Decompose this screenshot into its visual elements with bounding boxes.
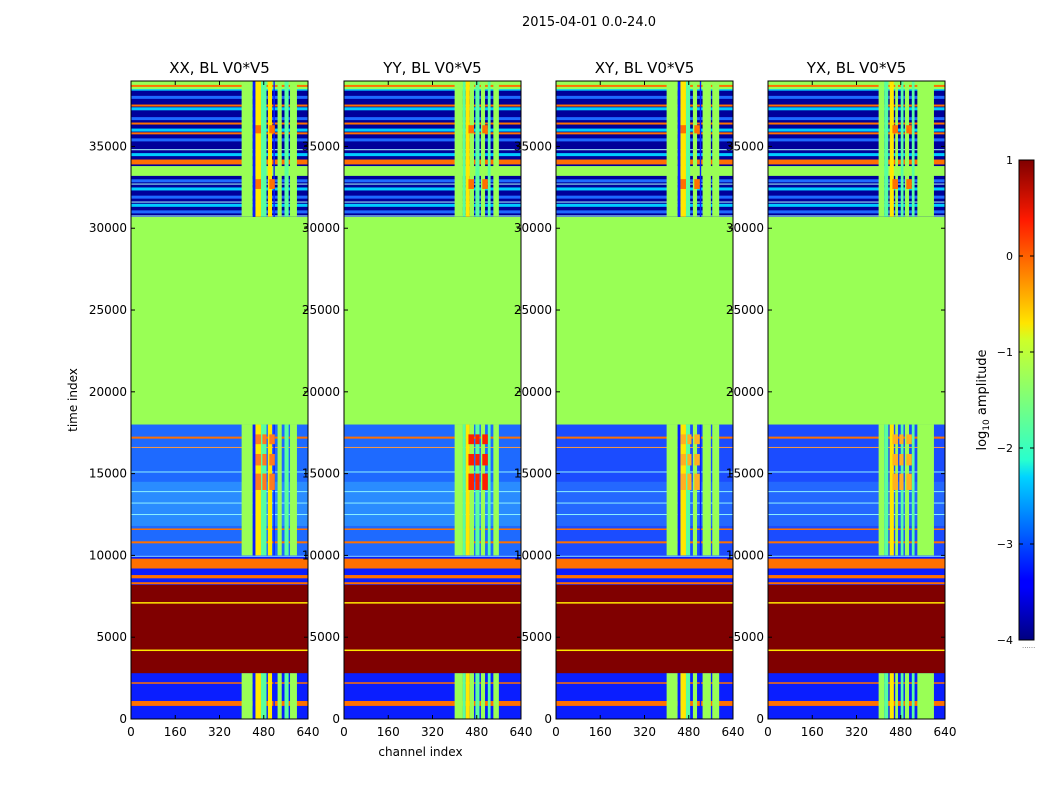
panel-title: XX, BL V0*V5 <box>169 59 270 77</box>
x-tick-label: 160 <box>377 725 400 739</box>
y-tick-label: 30000 <box>726 221 764 235</box>
x-tick-label: 480 <box>677 725 700 739</box>
y-tick-label: 0 <box>756 712 764 726</box>
panel-title: XY, BL V0*V5 <box>595 59 695 77</box>
x-tick-label: 480 <box>465 725 488 739</box>
x-tick-label: 0 <box>764 725 772 739</box>
heatmap-image <box>556 81 733 719</box>
colorbar-extra-mark: ...... <box>1022 642 1035 650</box>
x-tick-label: 480 <box>252 725 275 739</box>
y-tick-label: 35000 <box>89 139 127 153</box>
x-tick-label: 640 <box>297 725 320 739</box>
x-tick-label: 160 <box>164 725 187 739</box>
heatmap-image <box>344 81 521 719</box>
heatmap-image <box>131 81 308 719</box>
x-tick-label: 320 <box>633 725 656 739</box>
panel-title: YX, BL V0*V5 <box>806 59 907 77</box>
colorbar-label: log10 amplitude <box>975 349 992 450</box>
colorbar-tick-label: 1 <box>1006 154 1013 167</box>
x-tick-label: 640 <box>722 725 745 739</box>
x-tick-label: 320 <box>845 725 868 739</box>
x-tick-label: 0 <box>552 725 560 739</box>
y-tick-label: 0 <box>332 712 340 726</box>
colorbar-tick-label: −1 <box>997 346 1013 359</box>
colorbar: 10−1−2−3−4 ...... log10 amplitude <box>975 154 1035 650</box>
y-tick-label: 25000 <box>89 303 127 317</box>
y-tick-label: 30000 <box>89 221 127 235</box>
x-tick-label: 0 <box>127 725 135 739</box>
x-tick-label: 160 <box>589 725 612 739</box>
y-tick-label: 25000 <box>726 303 764 317</box>
x-tick-label: 320 <box>421 725 444 739</box>
y-tick-label: 0 <box>544 712 552 726</box>
x-tick-label: 640 <box>934 725 957 739</box>
y-tick-label: 30000 <box>514 221 552 235</box>
x-axis-label: channel index <box>378 745 462 759</box>
colorbar-tick-label: −3 <box>997 538 1013 551</box>
heatmap-image <box>768 81 945 719</box>
x-tick-label: 640 <box>510 725 533 739</box>
y-tick-label: 0 <box>119 712 127 726</box>
y-tick-label: 20000 <box>726 385 764 399</box>
y-tick-label: 5000 <box>521 630 552 644</box>
y-tick-label: 20000 <box>302 385 340 399</box>
colorbar-tick-label: 0 <box>1006 250 1013 263</box>
y-tick-label: 35000 <box>514 139 552 153</box>
x-tick-label: 320 <box>208 725 231 739</box>
y-tick-label: 20000 <box>514 385 552 399</box>
panels: XX, BL V0*V5 0 160 320 480 640 0 5000 10000 15000… <box>66 59 956 759</box>
colorbar-tick-label: −4 <box>997 634 1013 647</box>
y-tick-label: 15000 <box>89 467 127 481</box>
y-tick-label: 15000 <box>514 467 552 481</box>
y-tick-label: 15000 <box>726 467 764 481</box>
panel-title: YY, BL V0*V5 <box>382 59 481 77</box>
y-tick-label: 5000 <box>96 630 127 644</box>
colorbar-label-prefix: log <box>975 431 990 451</box>
y-tick-label: 30000 <box>302 221 340 235</box>
colorbar-label-sub: 10 <box>982 419 992 431</box>
y-tick-label: 5000 <box>733 630 764 644</box>
y-tick-label: 10000 <box>726 548 764 562</box>
y-tick-label: 35000 <box>726 139 764 153</box>
colorbar-scale <box>1018 159 1035 641</box>
y-tick-label: 25000 <box>302 303 340 317</box>
y-tick-label: 5000 <box>309 630 340 644</box>
colorbar-label-suffix: amplitude <box>975 349 990 419</box>
y-tick-label: 25000 <box>514 303 552 317</box>
x-tick-label: 160 <box>801 725 824 739</box>
panel-4: YX, BL V0*V5 0 160 320 480 640 0 5000 10000 15000… <box>726 59 957 739</box>
y-tick-label: 15000 <box>302 467 340 481</box>
y-axis-label: time index <box>66 368 80 432</box>
panel-2: YY, BL V0*V5 0 160 320 480 640 0 5000 10000 15000… <box>302 59 533 759</box>
y-tick-label: 35000 <box>302 139 340 153</box>
figure-title: 2015-04-01 0.0-24.0 <box>522 15 656 30</box>
y-tick-label: 10000 <box>514 548 552 562</box>
y-tick-label: 20000 <box>89 385 127 399</box>
x-tick-label: 480 <box>889 725 912 739</box>
y-tick-label: 10000 <box>302 548 340 562</box>
panel-3: XY, BL V0*V5 0 160 320 480 640 0 5000 10000 15000… <box>514 59 745 739</box>
panel-1: XX, BL V0*V5 0 160 320 480 640 0 5000 10000 15000… <box>66 59 319 739</box>
x-tick-label: 0 <box>340 725 348 739</box>
colorbar-tick-label: −2 <box>997 442 1013 455</box>
colorbar-ticks: 1 0 −1 −2 −3 −4 <box>997 154 1034 647</box>
y-tick-label: 10000 <box>89 548 127 562</box>
